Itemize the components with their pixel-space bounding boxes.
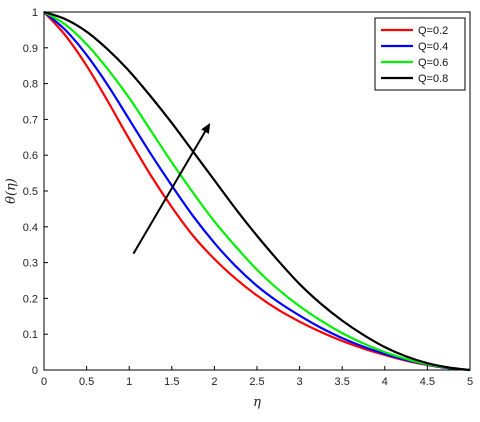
y-tick-label: 0.3 [23,258,38,270]
legend-label: Q=0.6 [418,57,448,69]
x-tick-label: 5 [467,376,473,388]
x-tick-label: 1.5 [164,376,179,388]
y-tick-label: 0.5 [23,186,38,198]
x-tick-label: 2.5 [249,376,264,388]
x-tick-label: 3 [297,376,303,388]
y-tick-label: 0.7 [23,114,38,126]
series-lines [43,10,471,372]
x-tick-label: 0 [41,376,47,388]
legend-label: Q=0.8 [418,73,448,85]
series-line-4 [43,10,471,372]
legend-label: Q=0.4 [418,41,448,53]
y-tick-label: 0.9 [23,43,38,55]
y-tick-label: 0.8 [23,79,38,91]
series-line-3 [43,11,471,372]
y-tick-label: 0 [32,365,38,377]
x-tick-label: 1 [126,376,132,388]
legend-label: Q=0.2 [418,25,448,37]
trend-arrow [132,122,211,255]
legend: Q=0.2 Q=0.4 Q=0.6 Q=0.8 [374,17,466,91]
x-axis-label: η [253,395,261,410]
x-tick-label: 0.5 [79,376,94,388]
x-tick-label: 2 [211,376,217,388]
arrow-shaft [132,130,207,255]
arrow-head [201,122,211,134]
y-tick-label: 1 [32,7,38,19]
series-line-2 [43,11,471,372]
x-tick-label: 3.5 [335,376,350,388]
y-axis-label: θ(η) [4,178,19,204]
y-tick-label: 0.1 [23,329,38,341]
y-axis-ticks: 0 0.1 0.2 0.3 0.4 0.5 0.6 0.7 0.8 0.9 1 [23,7,48,377]
x-tick-label: 4 [382,376,388,388]
y-tick-label: 0.4 [23,222,38,234]
y-tick-label: 0.6 [23,150,38,162]
x-tick-label: 4.5 [420,376,435,388]
y-tick-label: 0.2 [23,293,38,305]
x-axis-ticks: 0 0.5 1 1.5 2 2.5 3 3.5 4 4.5 5 [41,366,473,388]
